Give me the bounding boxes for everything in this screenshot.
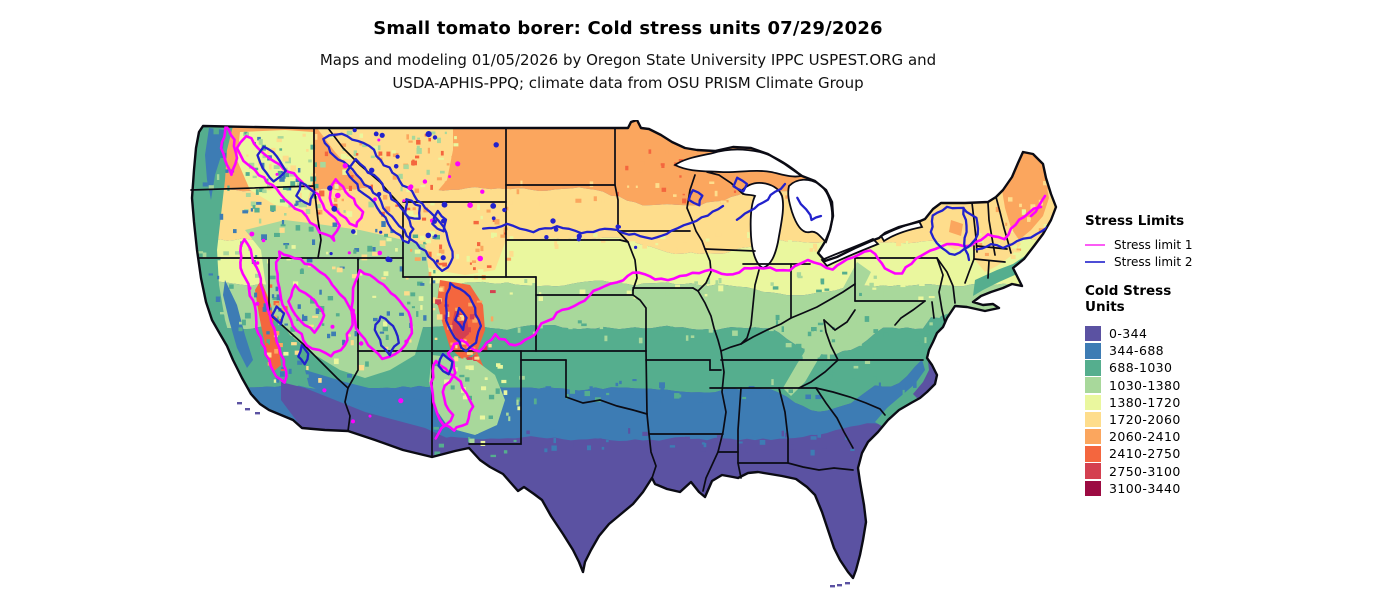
subtitle-line-1: Maps and modeling 01/05/2026 by Oregon S…	[319, 51, 937, 69]
stress-limit-row-2: Stress limit 2	[1085, 253, 1193, 270]
stress-limit-line-swatch	[1085, 243, 1105, 246]
legend: Stress Limits Stress limit 1 Stress limit…	[1085, 0, 1395, 594]
stress-limit-contours	[219, 124, 1055, 440]
stress-limits-heading: Stress Limits	[1085, 213, 1185, 229]
stress-limit-rows: Stress limit 1 Stress limit 2	[1085, 236, 1193, 270]
subtitle-line-2: USDA-APHIS-PPQ; climate data from OSU PR…	[392, 74, 864, 92]
title-block: Small tomato borer: Cold stress units 07…	[0, 18, 1256, 95]
legend-class-swatch	[1085, 325, 1101, 342]
legend-class-label: 0-344	[1109, 326, 1148, 342]
figure-title: Small tomato borer: Cold stress units 07…	[373, 18, 883, 39]
legend-class-label: 344-688	[1109, 343, 1165, 359]
us-outline	[190, 118, 1058, 580]
stress-limit-row-1: Stress limit 1	[1085, 236, 1193, 253]
units-heading-line-2: Units	[1085, 299, 1125, 315]
legend-class-label: 1380-1720	[1109, 394, 1181, 410]
legend-class-row-7: 2410-2750	[1085, 445, 1181, 462]
legend-class-swatch	[1085, 428, 1101, 445]
legend-class-row-9: 3100-3440	[1085, 480, 1181, 497]
legend-class-swatch	[1085, 480, 1101, 497]
legend-class-row-4: 1380-1720	[1085, 394, 1181, 411]
legend-class-label: 2750-3100	[1109, 463, 1181, 479]
coastal-islands	[237, 402, 850, 588]
legend-class-swatch	[1085, 446, 1101, 462]
stress-limit-label: Stress limit 1	[1114, 237, 1193, 252]
units-heading-line-1: Cold Stress	[1085, 283, 1172, 299]
map-svg	[190, 118, 1058, 588]
legend-class-label: 1720-2060	[1109, 412, 1181, 428]
legend-class-label: 2060-2410	[1109, 429, 1181, 445]
legend-class-label: 2410-2750	[1109, 446, 1181, 462]
figure-subtitle: Maps and modeling 01/05/2026 by Oregon S…	[0, 49, 1256, 95]
legend-class-swatch	[1085, 411, 1101, 428]
legend-class-swatch	[1085, 394, 1101, 411]
legend-class-swatch	[1085, 343, 1101, 359]
legend-class-row-2: 688-1030	[1085, 359, 1181, 376]
legend-class-swatch	[1085, 377, 1101, 393]
legend-class-swatch	[1085, 360, 1101, 376]
legend-class-rows: 0-344 344-688 688-1030 1030-1380 1380-1720 17…	[1085, 325, 1181, 497]
legend-class-row-5: 1720-2060	[1085, 411, 1181, 428]
stress-limit-label: Stress limit 2	[1114, 254, 1193, 269]
legend-class-row-1: 344-688	[1085, 342, 1181, 359]
legend-class-label: 688-1030	[1109, 360, 1173, 376]
legend-class-row-8: 2750-3100	[1085, 463, 1181, 480]
cold-stress-units-heading: Cold Stress Units	[1085, 283, 1171, 315]
legend-class-row-0: 0-344	[1085, 325, 1181, 342]
legend-class-row-6: 2060-2410	[1085, 428, 1181, 445]
us-cold-stress-map[interactable]	[185, 118, 1066, 593]
legend-class-swatch	[1085, 463, 1101, 479]
stress-limit-line-swatch	[1085, 260, 1105, 263]
legend-class-row-3: 1030-1380	[1085, 377, 1181, 394]
legend-class-label: 1030-1380	[1109, 377, 1181, 393]
legend-class-label: 3100-3440	[1109, 480, 1181, 496]
